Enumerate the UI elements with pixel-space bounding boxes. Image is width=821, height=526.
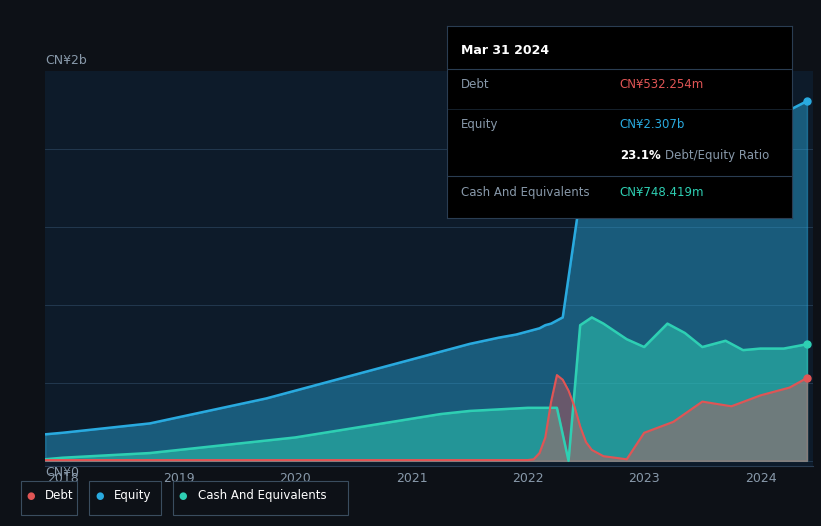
Text: Debt: Debt (461, 78, 490, 91)
Text: Debt: Debt (45, 489, 74, 502)
Text: CN¥0: CN¥0 (45, 466, 79, 479)
Text: ●: ● (95, 491, 103, 501)
Text: CN¥2.307b: CN¥2.307b (620, 118, 686, 132)
Text: CN¥532.254m: CN¥532.254m (620, 78, 704, 91)
Text: Cash And Equivalents: Cash And Equivalents (461, 186, 589, 199)
Text: Equity: Equity (114, 489, 152, 502)
Text: ●: ● (26, 491, 34, 501)
Text: Equity: Equity (461, 118, 498, 132)
Text: Cash And Equivalents: Cash And Equivalents (198, 489, 327, 502)
Text: Debt/Equity Ratio: Debt/Equity Ratio (665, 149, 769, 162)
Text: 23.1%: 23.1% (620, 149, 661, 162)
Text: CN¥748.419m: CN¥748.419m (620, 186, 704, 199)
Text: CN¥2b: CN¥2b (45, 54, 87, 67)
Text: Mar 31 2024: Mar 31 2024 (461, 44, 549, 57)
Text: ●: ● (179, 491, 187, 501)
